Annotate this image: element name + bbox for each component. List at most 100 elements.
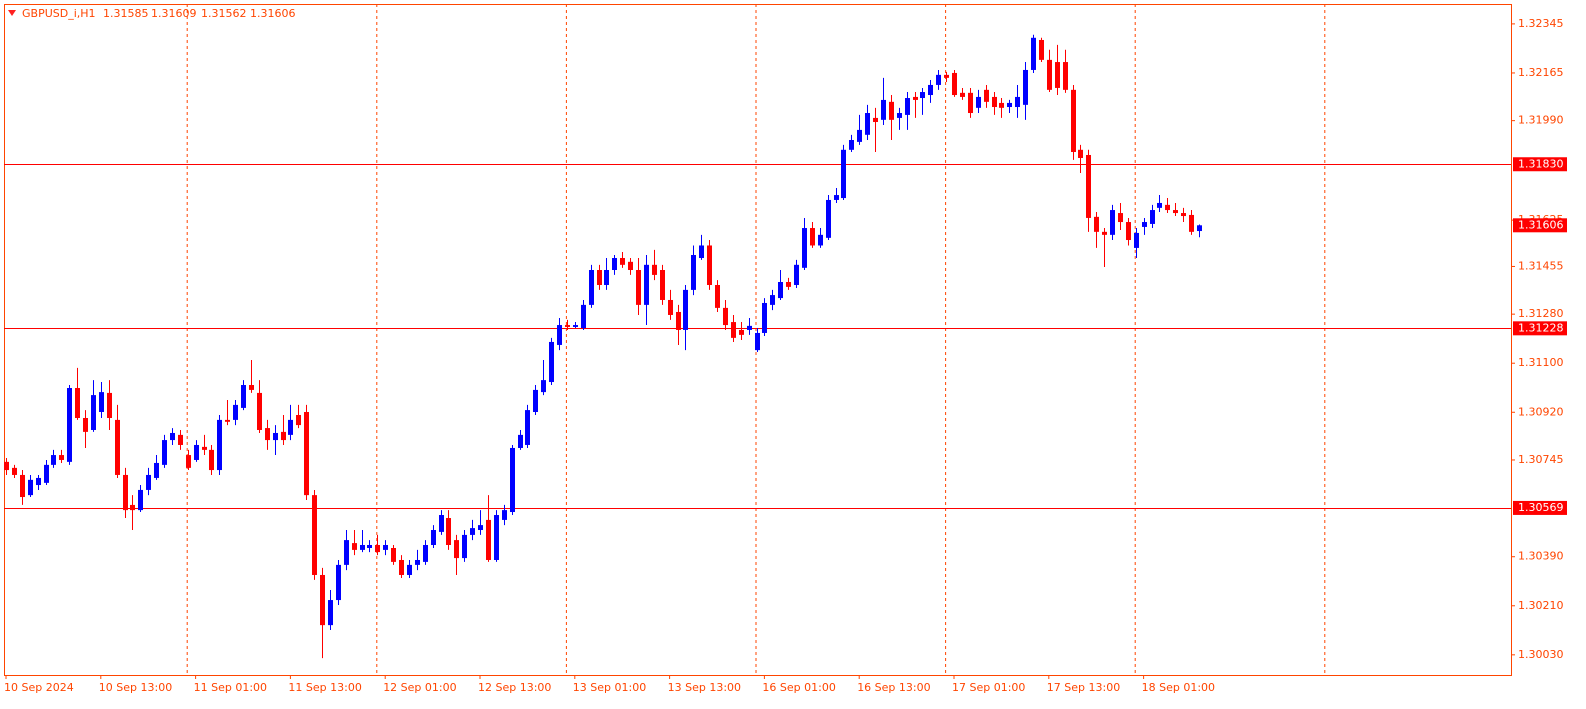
header-open: 1.31585 (103, 7, 149, 20)
x-tick-label: 12 Sep 01:00 (383, 681, 456, 694)
candle-body (581, 304, 586, 329)
candle-body (344, 540, 349, 565)
candle-body (1110, 210, 1115, 235)
level-label: 1.31830 (1518, 157, 1564, 170)
level-label: 1.31228 (1518, 321, 1564, 334)
candle-body (265, 428, 270, 441)
candle-body (834, 195, 839, 200)
x-tick-label: 13 Sep 01:00 (573, 681, 646, 694)
candle-body (628, 261, 633, 271)
candle-body (668, 299, 673, 315)
candle-body (170, 432, 175, 441)
candle-body (486, 519, 491, 560)
candle-body (194, 444, 199, 460)
candle-body (518, 434, 523, 448)
candle-body (1063, 62, 1068, 90)
candle-body (312, 495, 317, 575)
candle-body (1078, 149, 1083, 158)
x-tick-label: 17 Sep 13:00 (1047, 681, 1120, 694)
candle-body (28, 479, 33, 496)
candle-body (123, 474, 128, 511)
candle-body (1150, 210, 1155, 224)
candle-body (1118, 213, 1123, 223)
candle-body (905, 98, 910, 115)
collapse-icon[interactable] (8, 10, 16, 16)
candle-body (146, 474, 151, 490)
price-label: 1.31606 (1518, 218, 1564, 231)
y-tick-label: 1.30920 (1518, 405, 1564, 418)
candle-body (999, 102, 1004, 108)
candle-body (636, 270, 641, 305)
symbol: GBPUSD_i,H1 (22, 7, 96, 20)
candle-body (818, 234, 823, 246)
y-tick-label: 1.30030 (1518, 648, 1564, 661)
header-close: 1.31606 (250, 7, 296, 20)
candle-body (225, 419, 230, 422)
x-tick-label: 16 Sep 01:00 (762, 681, 835, 694)
candle-body (1197, 225, 1202, 232)
candle-body (691, 255, 696, 290)
candle-body (1015, 96, 1020, 108)
candle-body (723, 307, 728, 326)
candle-body (67, 388, 72, 462)
header-low: 1.31562 (201, 7, 247, 20)
candle-body (549, 341, 554, 383)
x-tick-label: 11 Sep 01:00 (194, 681, 267, 694)
candle-body (241, 385, 246, 408)
candle-body (881, 99, 886, 120)
candle-body (739, 329, 744, 335)
x-tick-label: 10 Sep 2024 (4, 681, 74, 694)
candle-body (1047, 59, 1052, 90)
y-tick-label: 1.31990 (1518, 114, 1564, 127)
candle-body (889, 101, 894, 120)
candle-body (652, 264, 657, 275)
candle-body (360, 544, 365, 550)
y-tick-label: 1.31100 (1518, 356, 1564, 369)
candle-body (960, 92, 965, 97)
candle-body (336, 564, 341, 601)
candle-body (1023, 69, 1028, 105)
candle-body (1134, 232, 1139, 248)
candle-body (36, 477, 41, 486)
candle-body (826, 199, 831, 238)
candle-body (676, 311, 681, 330)
candle-body (810, 228, 815, 246)
candle-body (597, 270, 602, 285)
y-tick-label: 1.31280 (1518, 307, 1564, 320)
candle-body (51, 455, 56, 465)
candle-body (920, 92, 925, 99)
candle-body (494, 515, 499, 560)
candle-body (478, 525, 483, 531)
candle-body (446, 518, 451, 545)
candle-body (1157, 202, 1162, 208)
candle-body (968, 92, 973, 114)
header-high: 1.31609 (151, 7, 197, 20)
candle-body (573, 325, 578, 327)
candle-body (699, 245, 704, 259)
candle-body (233, 404, 238, 420)
candle-body (304, 411, 309, 496)
candle-body (802, 228, 807, 268)
x-tick-label: 12 Sep 13:00 (478, 681, 551, 694)
price-box (1513, 218, 1567, 233)
candle-body (715, 284, 720, 308)
candle-body (873, 117, 878, 123)
candle-body (59, 455, 64, 460)
candle-body (415, 559, 420, 565)
candle-body (431, 530, 436, 545)
candle-body (533, 389, 538, 412)
candle-body (944, 74, 949, 78)
candle-body (391, 547, 396, 562)
candle-body (407, 564, 412, 575)
candle-body (320, 574, 325, 626)
candle-body (91, 395, 96, 430)
candle-body (375, 544, 380, 553)
candle-body (612, 258, 617, 271)
y-tick-label: 1.30210 (1518, 599, 1564, 612)
candle-body (470, 528, 475, 535)
candle-body (778, 281, 783, 299)
candle-body (4, 461, 9, 471)
candle-body (352, 543, 357, 550)
candle-body (439, 515, 444, 532)
candle-body (1165, 204, 1170, 211)
